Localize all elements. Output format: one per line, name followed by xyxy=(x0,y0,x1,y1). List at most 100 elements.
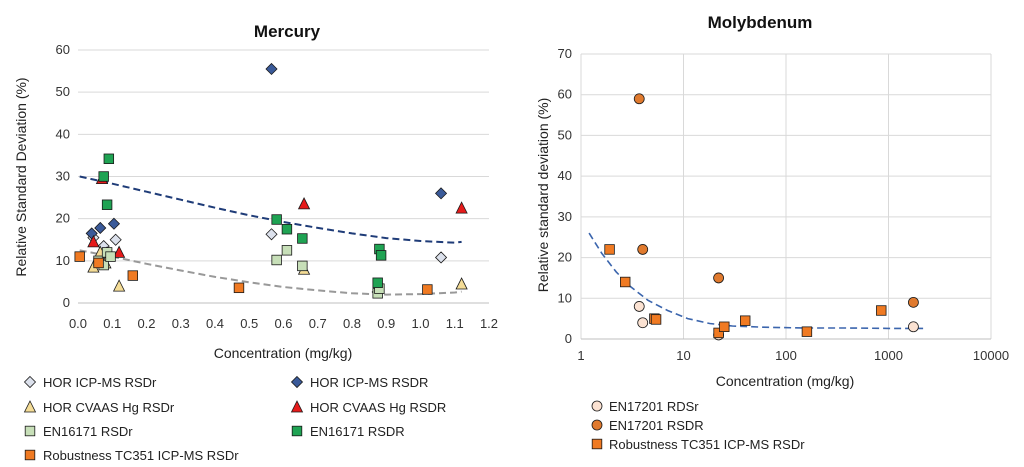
mercury-x-tick-label: 0.3 xyxy=(172,316,190,331)
mercury-x-tick-label: 0.0 xyxy=(69,316,87,331)
mercury-point xyxy=(422,284,433,295)
molybdenum-y-tick-label: 50 xyxy=(558,127,572,142)
mercury-point xyxy=(265,228,278,241)
mercury-x-axis-label: Concentration (mg/kg) xyxy=(214,345,353,361)
molybdenum-x-tick-label: 10 xyxy=(676,348,690,363)
mercury-legend-marker xyxy=(23,375,37,389)
mercury-points xyxy=(74,62,468,299)
mercury-x-tick-label: 0.2 xyxy=(137,316,155,331)
molybdenum-points xyxy=(604,93,919,341)
mercury-x-tick-label: 0.5 xyxy=(240,316,258,331)
mercury-point xyxy=(434,251,448,264)
mercury-x-tick-label: 1.2 xyxy=(480,316,498,331)
molybdenum-trendline xyxy=(588,232,926,330)
mercury-point xyxy=(281,245,293,256)
mercury-point xyxy=(103,153,115,164)
mercury-point xyxy=(372,277,383,288)
mercury-point xyxy=(233,282,245,294)
mercury-x-ticks: 0.0 0.1 0.2 0.3 0.4 0.5 0.6 0.7 0.8 0.9 1.0 1.1 1.2 xyxy=(69,316,498,331)
mercury-y-tick-label: 10 xyxy=(56,253,70,268)
molybdenum-legend: EN17201 RDSr EN17201 RSDR Robustness TC351… xyxy=(591,399,805,452)
mercury-point xyxy=(434,187,448,200)
mercury-x-tick-label: 0.1 xyxy=(103,316,121,331)
molybdenum-point xyxy=(713,272,724,284)
mercury-legend-label: HOR CVAAS Hg RSDR xyxy=(310,400,446,415)
mercury-trendlines xyxy=(79,175,462,296)
mercury-point xyxy=(101,199,113,210)
mercury-point xyxy=(297,233,308,244)
molybdenum-x-tick-label: 1 xyxy=(577,348,584,363)
mercury-x-tick-label: 0.8 xyxy=(343,316,361,331)
mercury-trendline xyxy=(79,175,462,244)
mercury-y-ticks: 0 10 20 30 40 50 60 xyxy=(56,42,70,310)
molybdenum-y-ticks: 0 10 20 30 40 50 60 70 xyxy=(558,46,572,346)
mercury-y-tick-label: 20 xyxy=(56,211,70,226)
mercury-y-tick-label: 40 xyxy=(56,126,70,141)
molybdenum-legend-marker xyxy=(591,419,603,431)
molybdenum-point xyxy=(801,326,813,337)
mercury-point xyxy=(107,217,121,230)
mercury-x-tick-label: 0.7 xyxy=(309,316,327,331)
mercury-point xyxy=(74,251,85,262)
molybdenum-legend-label: EN17201 RDSr xyxy=(609,399,699,414)
mercury-point xyxy=(105,251,116,262)
molybdenum-y-tick-label: 20 xyxy=(558,250,572,265)
mercury-x-tick-label: 0.9 xyxy=(377,316,395,331)
molybdenum-point xyxy=(908,321,919,333)
molybdenum-x-ticks: 1 10 100 1000 10000 xyxy=(577,348,1009,363)
molybdenum-legend-label: Robustness TC351 ICP-MS RSDr xyxy=(609,437,805,452)
mercury-point xyxy=(265,62,278,76)
mercury-point xyxy=(127,270,139,281)
mercury-point xyxy=(375,250,387,261)
mercury-y-tick-label: 0 xyxy=(63,295,70,310)
mercury-y-axis-label: Relative Standard Deviation (%) xyxy=(13,77,29,276)
molybdenum-point xyxy=(620,276,631,288)
mercury-point xyxy=(271,214,282,225)
mercury-legend-marker xyxy=(290,400,304,413)
mercury-title: Mercury xyxy=(254,22,321,41)
mercury-point xyxy=(271,254,282,266)
mercury-legend-marker xyxy=(290,375,304,389)
mercury-point xyxy=(455,277,468,290)
molybdenum-x-axis-label: Concentration (mg/kg) xyxy=(716,373,855,389)
molybdenum-y-tick-label: 60 xyxy=(558,87,572,102)
mercury-point xyxy=(455,201,468,214)
mercury-point xyxy=(98,171,109,182)
mercury-point xyxy=(281,224,293,235)
mercury-point xyxy=(112,245,126,258)
mercury-legend: HOR ICP-MS RSDr HOR ICP-MS RSDR HOR CVAAS … xyxy=(23,375,446,463)
mercury-legend-marker xyxy=(24,449,36,461)
mercury-point xyxy=(109,233,122,246)
mercury-legend-label: HOR ICP-MS RSDR xyxy=(310,375,428,390)
molybdenum-chart: Molybdenum 0 10 20 30 40 50 60 70 1 10 100 1000 100… xyxy=(535,13,1009,452)
mercury-chart: Mercury 0 10 20 30 40 50 60 0.0 0.1 0.2 0.3 0.4 0.5… xyxy=(13,22,498,463)
molybdenum-x-tick-label: 10000 xyxy=(973,348,1009,363)
mercury-point xyxy=(93,257,104,269)
molybdenum-point xyxy=(637,317,649,329)
mercury-point xyxy=(112,279,126,292)
molybdenum-x-tick-label: 1000 xyxy=(874,348,903,363)
molybdenum-point xyxy=(633,93,645,105)
molybdenum-y-tick-label: 30 xyxy=(558,209,572,224)
mercury-point xyxy=(297,260,308,272)
mercury-legend-label: EN16171 RSDr xyxy=(43,424,133,439)
mercury-x-tick-label: 0.4 xyxy=(206,316,224,331)
mercury-legend-label: EN16171 RSDR xyxy=(310,424,405,439)
molybdenum-gridlines xyxy=(580,53,992,340)
molybdenum-y-tick-label: 40 xyxy=(558,168,572,183)
mercury-point xyxy=(297,197,311,210)
mercury-point xyxy=(94,221,107,235)
mercury-legend-marker xyxy=(24,425,36,437)
mercury-legend-marker xyxy=(23,400,37,413)
mercury-y-tick-label: 50 xyxy=(56,84,70,99)
mercury-y-tick-label: 60 xyxy=(56,42,70,57)
molybdenum-point xyxy=(637,244,649,255)
mercury-point xyxy=(87,234,100,248)
molybdenum-point xyxy=(713,327,724,339)
mercury-x-tick-label: 0.6 xyxy=(274,316,292,331)
mercury-gridlines xyxy=(78,49,489,304)
molybdenum-trendline xyxy=(588,232,926,330)
molybdenum-y-tick-label: 70 xyxy=(558,46,572,61)
molybdenum-point xyxy=(876,305,887,316)
